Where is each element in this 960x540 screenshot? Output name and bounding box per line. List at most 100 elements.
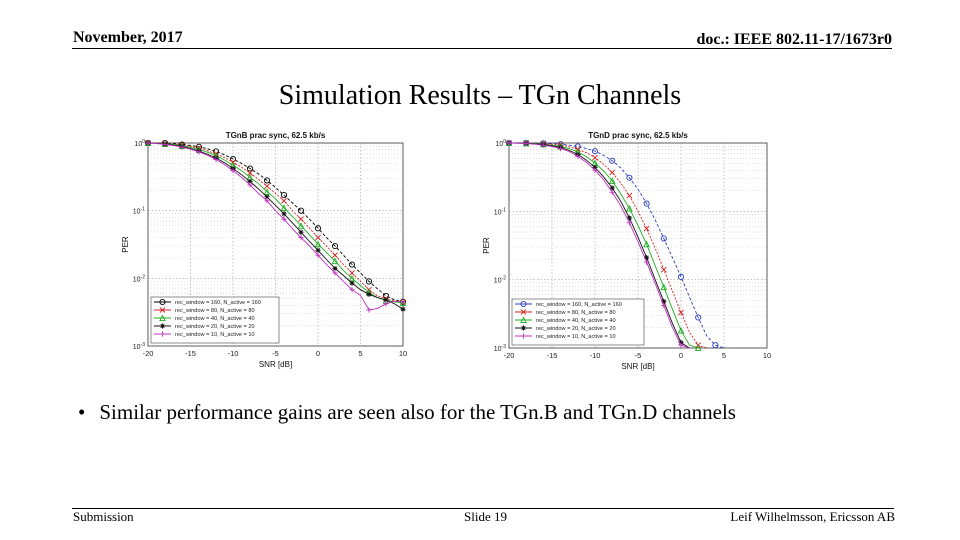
chart2-data-point — [660, 283, 668, 291]
chart1-data-point — [383, 297, 389, 303]
chart1-data-point — [298, 234, 304, 241]
chart2-data-point — [643, 225, 650, 232]
chart2-legend-marker — [520, 316, 527, 324]
chart2-data-point — [643, 200, 650, 207]
chart1-legend-entry: rec_window = 20, N_active = 20 — [175, 324, 255, 330]
chart1-data-point — [264, 194, 270, 200]
header-date: November, 2017 — [73, 29, 183, 46]
chart1-title: TGnB prac sync, 62.5 kb/s — [226, 131, 326, 140]
chart1-legend-entry: rec_window = 80, N_active = 80 — [175, 308, 255, 314]
chart1-y-tick-label: 10-1 — [133, 207, 145, 216]
chart1-data-point — [264, 183, 270, 190]
chart1-data-point — [331, 257, 339, 265]
chart2-series-line — [509, 142, 690, 349]
chart1-data-point — [145, 140, 151, 146]
chart2-x-tick-label: -5 — [635, 351, 642, 360]
chart1-legend-marker — [159, 323, 166, 329]
chart2-data-point — [660, 235, 667, 242]
chart1-data-point — [349, 270, 355, 276]
chart2-data-point — [592, 164, 598, 170]
chart2-data-point — [677, 326, 685, 334]
chart2-data-point — [626, 215, 632, 221]
chart1-data-point — [179, 144, 185, 150]
chart2-data-point — [695, 314, 702, 321]
chart1-data-point — [298, 216, 304, 223]
chart1-x-tick-label: -20 — [143, 349, 154, 358]
chart2-y-axis-label: PER — [482, 237, 491, 254]
chart2-data-point — [575, 153, 581, 159]
chart1-data-point — [399, 299, 407, 307]
chart2-data-point — [609, 185, 615, 191]
chart1-data-point — [331, 242, 339, 250]
chart2-data-point — [643, 240, 650, 248]
chart2-data-point — [609, 157, 616, 164]
chart2-data-point — [592, 167, 598, 173]
chart1-data-point — [264, 198, 270, 204]
chart1-data-point — [281, 197, 287, 204]
chart1-data-point — [400, 306, 406, 312]
chart2-legend-marker — [520, 325, 527, 331]
chart2-legend-box — [511, 298, 645, 346]
chart2-x-tick-label: 0 — [679, 351, 683, 360]
chart1-data-point — [281, 216, 287, 222]
chart1-data-point — [400, 299, 406, 305]
chart2-x-tick-label: -20 — [504, 351, 515, 360]
chart1-data-point — [247, 170, 253, 176]
chart1-legend-entry: rec_window = 160, N_active = 160 — [175, 300, 261, 306]
chart1-data-point — [281, 211, 287, 217]
chart1-x-tick-label: -5 — [272, 349, 279, 358]
chart2-y-tick-label: 10-3 — [494, 344, 506, 353]
chart2-legend-entry: rec_window = 20, N_active = 20 — [536, 326, 616, 332]
chart1-data-point — [298, 229, 304, 235]
chart1-series-line — [147, 142, 404, 310]
chart2-x-axis-label: SNR [dB] — [621, 362, 654, 371]
chart2-legend-entry: rec_window = 40, N_active = 40 — [536, 318, 616, 324]
chart2-data-point — [592, 154, 598, 161]
chart1-data-point — [349, 280, 355, 286]
bullet-dot-icon: • — [78, 400, 86, 424]
chart1-y-tick-label: 10-2 — [133, 274, 145, 283]
chart2-data-point — [609, 189, 615, 195]
chart1-data-point — [246, 165, 254, 172]
chart2-data-point — [523, 140, 529, 147]
chart1-legend-marker — [159, 298, 166, 306]
chart1-x-axis-label: SNR [dB] — [259, 360, 292, 369]
chart1-data-point — [349, 287, 355, 293]
chart2-legend-marker — [520, 300, 527, 308]
chart1-data-point — [315, 252, 321, 258]
chart2-x-tick-label: 5 — [722, 351, 726, 360]
chart1-data-point — [297, 222, 305, 229]
chart1-data-point — [366, 307, 372, 313]
chart-tgnb: -20 -15 -10 -5 0 5 10 100 10-1 10-2 10-3 TGnB prac … — [121, 131, 407, 369]
chart1-legend-marker — [159, 314, 166, 322]
chart2-legend-entry: rec_window = 160, N_active = 160 — [536, 302, 622, 308]
chart1-y-tick-label: 10-3 — [133, 342, 145, 351]
chart2-legend-entry: rec_window = 10, N_active = 10 — [536, 334, 616, 340]
chart2-y-tick-label: 10-2 — [494, 276, 506, 285]
chart2-data-point — [626, 192, 633, 199]
chart1-y-tick-label: 100 — [134, 139, 145, 148]
footer-slide-number: Slide 19 — [464, 509, 507, 524]
chart1-data-point — [297, 207, 305, 214]
chart2-data-point — [506, 140, 512, 146]
header-rule — [72, 48, 892, 49]
chart1-legend: rec_window = 160, N_active = 160 rec_wind… — [150, 296, 280, 344]
chart1-y-axis-label: PER — [121, 236, 130, 253]
chart1-data-point — [332, 270, 338, 276]
chart2-legend-marker — [520, 333, 527, 339]
chart1-x-tick-label: 10 — [399, 349, 407, 358]
chart1-data-point — [314, 240, 322, 248]
chart1-data-point — [332, 252, 338, 259]
chart1-data-point — [162, 141, 168, 148]
footer-left: Submission — [73, 509, 134, 524]
chart1-legend-entry: rec_window = 10, N_active = 10 — [175, 332, 255, 338]
chart2-data-point — [678, 309, 684, 316]
footer-rule — [72, 508, 894, 509]
chart2-data-point — [661, 298, 667, 305]
chart1-data-point — [247, 182, 253, 188]
chart1-series-line — [148, 142, 404, 303]
chart1-x-tick-label: -10 — [228, 349, 239, 358]
chart1-data-point — [230, 168, 236, 174]
chart2-data-point — [660, 266, 667, 273]
header-doc-id: doc.: IEEE 802.11-17/1673r0 — [696, 31, 892, 48]
